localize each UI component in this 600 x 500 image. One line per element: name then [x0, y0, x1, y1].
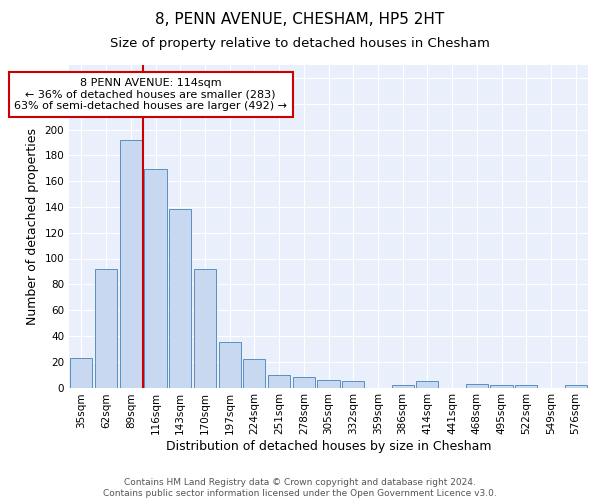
Bar [293, 377, 315, 388]
Bar [218, 342, 241, 388]
Bar [515, 385, 538, 388]
Bar [392, 385, 414, 388]
Bar [268, 374, 290, 388]
Bar [466, 384, 488, 388]
Bar [70, 358, 92, 388]
Bar [490, 385, 512, 388]
X-axis label: Distribution of detached houses by size in Chesham: Distribution of detached houses by size … [166, 440, 491, 453]
Bar [169, 210, 191, 388]
Bar [194, 269, 216, 388]
Bar [145, 170, 167, 388]
Text: 8, PENN AVENUE, CHESHAM, HP5 2HT: 8, PENN AVENUE, CHESHAM, HP5 2HT [155, 12, 445, 28]
Text: 8 PENN AVENUE: 114sqm
← 36% of detached houses are smaller (283)
63% of semi-det: 8 PENN AVENUE: 114sqm ← 36% of detached … [14, 78, 287, 111]
Bar [95, 269, 117, 388]
Bar [416, 381, 439, 388]
Bar [119, 140, 142, 388]
Bar [317, 380, 340, 388]
Bar [565, 385, 587, 388]
Text: Contains HM Land Registry data © Crown copyright and database right 2024.
Contai: Contains HM Land Registry data © Crown c… [103, 478, 497, 498]
Bar [342, 381, 364, 388]
Bar [243, 359, 265, 388]
Text: Size of property relative to detached houses in Chesham: Size of property relative to detached ho… [110, 38, 490, 51]
Y-axis label: Number of detached properties: Number of detached properties [26, 128, 39, 325]
